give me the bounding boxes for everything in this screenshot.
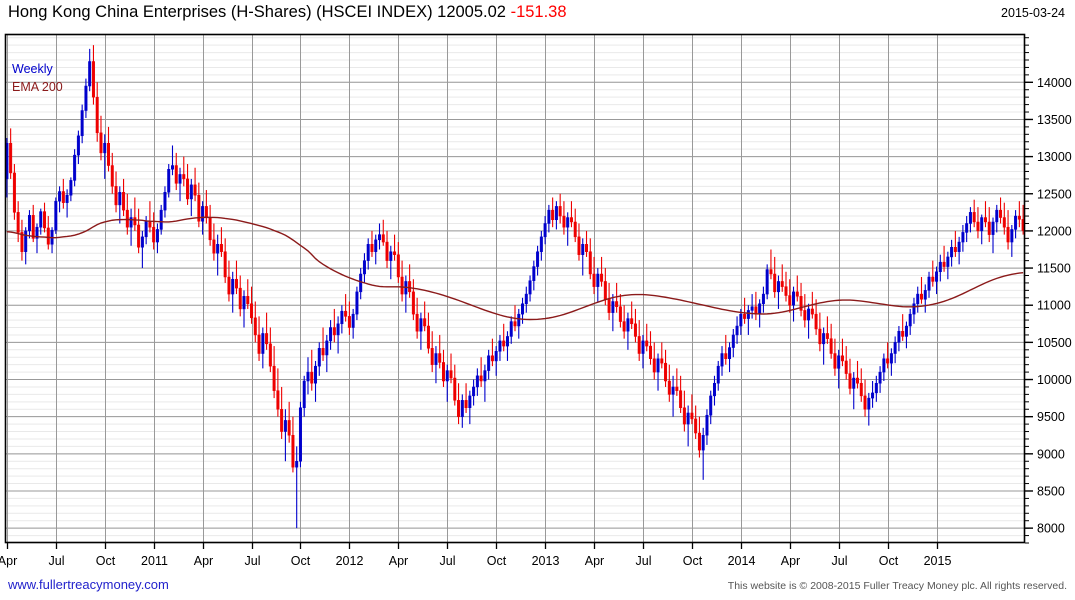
legend-ema-label: EMA 200 — [12, 80, 63, 94]
x-axis-tick-label: 2011 — [141, 554, 168, 568]
x-axis-tick-label: 2013 — [532, 554, 560, 568]
x-axis-tick-label: 2015 — [924, 554, 952, 568]
candlestick-series — [5, 45, 1025, 529]
x-axis-ticks: Apr Jul Oct 2011 Apr Jul Oct 2012 Apr Jul Oct 2013 A… — [0, 543, 951, 568]
site-url-link[interactable]: www.fullertreacymoney.com — [8, 577, 169, 592]
x-axis-tick-label: Oct — [487, 554, 507, 568]
footer-bar: www.fullertreacymoney.com This website i… — [0, 575, 1075, 600]
page-title: Hong Kong China Enterprises (H-Shares) (… — [8, 3, 567, 22]
x-axis-tick-label: Oct — [879, 554, 899, 568]
instrument-title: Hong Kong China Enterprises (H-Shares) (… — [8, 3, 506, 21]
chart-container[interactable]: 8000 8500 9000 9500 10000 10500 11000 11500 1200… — [0, 28, 1075, 575]
y-axis-tick-label: 13000 — [1037, 150, 1072, 164]
x-axis-tick-label: 2012 — [336, 554, 364, 568]
x-axis-tick-label: Apr — [585, 554, 604, 568]
y-axis-tick-label: 9000 — [1037, 447, 1065, 461]
x-axis-tick-label: Jul — [832, 554, 848, 568]
plot-frame — [4, 33, 1026, 544]
x-axis-tick-label: Oct — [291, 554, 311, 568]
y-axis-tick-label: 14000 — [1037, 76, 1072, 90]
y-axis-tick-label: 11000 — [1037, 299, 1071, 313]
price-chart[interactable]: 8000 8500 9000 9500 10000 10500 11000 11500 1200… — [0, 28, 1075, 575]
copyright-notice: This website is © 2008-2015 Fuller Treac… — [727, 580, 1067, 592]
x-axis-tick-label: Jul — [245, 554, 261, 568]
major-gridlines — [5, 81, 1025, 529]
price-change: -151.38 — [510, 3, 567, 21]
y-axis-tick-label: 12000 — [1037, 224, 1072, 238]
x-axis-tick-label: Oct — [96, 554, 116, 568]
y-axis-ticks: 8000 8500 9000 9500 10000 10500 11000 11500 1200… — [1025, 37, 1072, 544]
legend-weekly-label: Weekly — [12, 62, 54, 76]
y-axis-tick-label: 12500 — [1037, 187, 1072, 201]
as-of-date: 2015-03-24 — [1001, 6, 1065, 20]
x-axis-tick-label: Jul — [636, 554, 652, 568]
x-axis-tick-label: Oct — [683, 554, 703, 568]
x-axis-tick-label: Jul — [49, 554, 65, 568]
y-axis-tick-label: 8500 — [1037, 484, 1065, 498]
x-axis-tick-label: Apr — [0, 554, 17, 568]
y-axis-tick-label: 10000 — [1037, 373, 1072, 387]
y-axis-tick-label: 11500 — [1037, 262, 1071, 276]
x-axis-tick-label: Jul — [440, 554, 456, 568]
x-axis-tick-label: Apr — [781, 554, 800, 568]
y-axis-tick-label: 10500 — [1037, 336, 1072, 350]
minor-gridlines — [5, 37, 1025, 544]
ema-200-line — [6, 216, 1024, 321]
y-axis-tick-label: 13500 — [1037, 113, 1072, 127]
y-axis-tick-label: 9500 — [1037, 410, 1065, 424]
header-bar: Hong Kong China Enterprises (H-Shares) (… — [0, 0, 1075, 28]
x-axis-tick-label: 2014 — [728, 554, 756, 568]
y-axis-tick-label: 8000 — [1037, 522, 1065, 536]
x-axis-tick-label: Apr — [194, 554, 213, 568]
x-axis-tick-label: Apr — [389, 554, 408, 568]
vertical-gridlines — [7, 34, 938, 543]
